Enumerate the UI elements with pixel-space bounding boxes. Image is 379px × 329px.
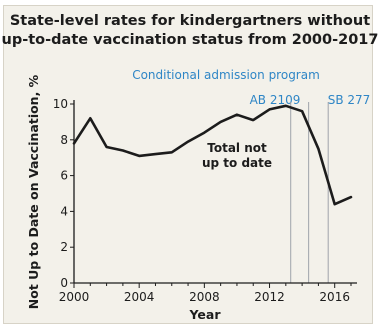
x-tick-label: 2000 xyxy=(59,290,90,304)
y-tick-label: 10 xyxy=(53,97,68,111)
x-axis-ticks: 2000 2004 2008 2012 2016 xyxy=(59,283,352,304)
y-tick-label: 6 xyxy=(60,169,68,183)
series-label-line-1: Total not xyxy=(207,141,267,155)
x-tick-label: 2004 xyxy=(124,290,155,304)
chart-panel xyxy=(3,5,373,324)
chart-axes xyxy=(73,100,357,284)
x-axis-label: Year xyxy=(189,307,222,322)
series-line-total-not-up-to-date xyxy=(72,104,353,206)
y-axis-label: Not Up to Date on Vaccination, % xyxy=(26,74,41,309)
y-tick-label: 2 xyxy=(60,240,68,254)
sb277-label: SB 277 xyxy=(328,93,371,107)
x-tick-label: 2012 xyxy=(254,290,285,304)
y-tick-label: 8 xyxy=(60,133,68,147)
reference-lines xyxy=(290,102,329,283)
ab2109-label: AB 2109 xyxy=(250,93,301,107)
y-tick-label: 0 xyxy=(60,276,68,290)
series-layer xyxy=(72,104,353,206)
y-axis-ticks: 0 2 4 6 8 10 xyxy=(53,97,74,290)
x-tick-label: 2016 xyxy=(319,290,350,304)
chart-title-line-1: State-level rates for kindergartners wit… xyxy=(10,13,370,29)
conditional-admission-label: Conditional admission program xyxy=(132,68,320,82)
y-tick-label: 4 xyxy=(60,204,68,218)
x-tick-label: 2008 xyxy=(189,290,220,304)
chart-title-line-2: up-to-date vaccination status from 2000-… xyxy=(2,32,379,48)
series-label-line-2: up to date xyxy=(202,156,272,170)
